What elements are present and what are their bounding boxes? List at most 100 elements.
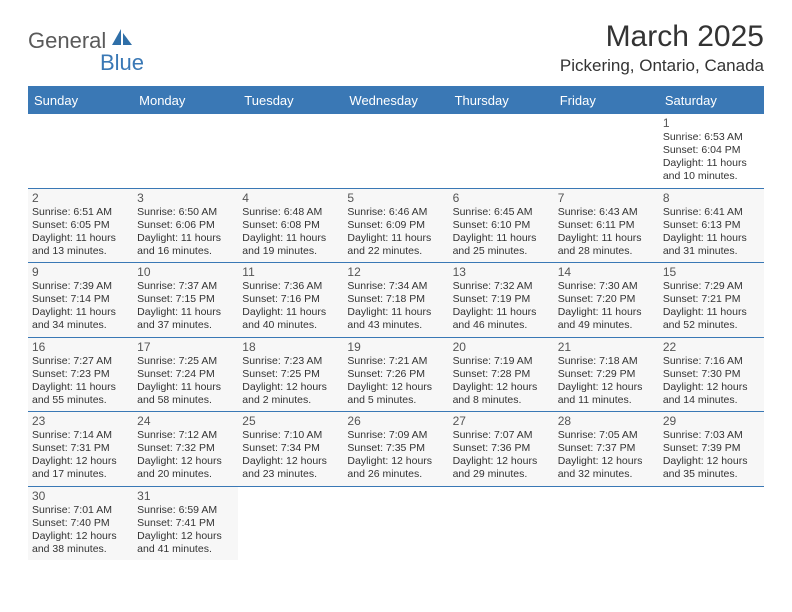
daylight-text: Daylight: 11 hours (137, 381, 234, 394)
sunset-text: Sunset: 7:32 PM (137, 442, 234, 455)
day-number: 22 (663, 340, 760, 354)
daylight-text: and 10 minutes. (663, 170, 760, 183)
calendar-week: 23Sunrise: 7:14 AMSunset: 7:31 PMDayligh… (28, 412, 764, 487)
sunset-text: Sunset: 7:40 PM (32, 517, 129, 530)
sunset-text: Sunset: 7:30 PM (663, 368, 760, 381)
sunset-text: Sunset: 7:35 PM (347, 442, 444, 455)
location-text: Pickering, Ontario, Canada (560, 56, 764, 76)
daylight-text: Daylight: 11 hours (32, 381, 129, 394)
sunrise-text: Sunrise: 7:14 AM (32, 429, 129, 442)
day-header: Friday (554, 88, 659, 114)
daylight-text: Daylight: 12 hours (32, 530, 129, 543)
sunrise-text: Sunrise: 6:59 AM (137, 504, 234, 517)
calendar-cell: 2Sunrise: 6:51 AMSunset: 6:05 PMDaylight… (28, 188, 133, 263)
sunrise-text: Sunrise: 7:18 AM (558, 355, 655, 368)
day-number: 19 (347, 340, 444, 354)
sunset-text: Sunset: 6:09 PM (347, 219, 444, 232)
calendar-cell: 17Sunrise: 7:25 AMSunset: 7:24 PMDayligh… (133, 337, 238, 412)
sunrise-text: Sunrise: 6:53 AM (663, 131, 760, 144)
daylight-text: and 8 minutes. (453, 394, 550, 407)
daylight-text: Daylight: 11 hours (453, 306, 550, 319)
month-title: March 2025 (560, 20, 764, 54)
sunset-text: Sunset: 6:04 PM (663, 144, 760, 157)
day-number: 1 (663, 116, 760, 130)
title-block: March 2025 Pickering, Ontario, Canada (560, 20, 764, 76)
day-number: 27 (453, 414, 550, 428)
day-number: 31 (137, 489, 234, 503)
calendar-cell: 10Sunrise: 7:37 AMSunset: 7:15 PMDayligh… (133, 263, 238, 338)
daylight-text: Daylight: 11 hours (558, 306, 655, 319)
calendar-cell-empty (238, 486, 343, 560)
sunset-text: Sunset: 6:08 PM (242, 219, 339, 232)
sunrise-text: Sunrise: 7:32 AM (453, 280, 550, 293)
daylight-text: Daylight: 11 hours (347, 232, 444, 245)
daylight-text: and 19 minutes. (242, 245, 339, 258)
daylight-text: and 31 minutes. (663, 245, 760, 258)
daylight-text: and 16 minutes. (137, 245, 234, 258)
daylight-text: and 23 minutes. (242, 468, 339, 481)
daylight-text: Daylight: 12 hours (32, 455, 129, 468)
sunset-text: Sunset: 6:13 PM (663, 219, 760, 232)
sunset-text: Sunset: 7:20 PM (558, 293, 655, 306)
sunrise-text: Sunrise: 6:45 AM (453, 206, 550, 219)
calendar-cell: 13Sunrise: 7:32 AMSunset: 7:19 PMDayligh… (449, 263, 554, 338)
sunrise-text: Sunrise: 6:50 AM (137, 206, 234, 219)
day-number: 4 (242, 191, 339, 205)
day-number: 13 (453, 265, 550, 279)
day-number: 18 (242, 340, 339, 354)
calendar-cell: 1Sunrise: 6:53 AMSunset: 6:04 PMDaylight… (659, 114, 764, 189)
daylight-text: Daylight: 11 hours (32, 306, 129, 319)
sunrise-text: Sunrise: 6:51 AM (32, 206, 129, 219)
day-number: 26 (347, 414, 444, 428)
calendar-cell: 31Sunrise: 6:59 AMSunset: 7:41 PMDayligh… (133, 486, 238, 560)
calendar-cell: 27Sunrise: 7:07 AMSunset: 7:36 PMDayligh… (449, 412, 554, 487)
daylight-text: Daylight: 11 hours (453, 232, 550, 245)
calendar-cell: 6Sunrise: 6:45 AMSunset: 6:10 PMDaylight… (449, 188, 554, 263)
daylight-text: and 28 minutes. (558, 245, 655, 258)
sunset-text: Sunset: 7:37 PM (558, 442, 655, 455)
day-header: Monday (133, 88, 238, 114)
day-number: 9 (32, 265, 129, 279)
calendar-cell: 22Sunrise: 7:16 AMSunset: 7:30 PMDayligh… (659, 337, 764, 412)
daylight-text: and 22 minutes. (347, 245, 444, 258)
daylight-text: Daylight: 12 hours (558, 381, 655, 394)
day-number: 17 (137, 340, 234, 354)
daylight-text: Daylight: 12 hours (453, 381, 550, 394)
daylight-text: and 29 minutes. (453, 468, 550, 481)
day-number: 7 (558, 191, 655, 205)
calendar-cell: 16Sunrise: 7:27 AMSunset: 7:23 PMDayligh… (28, 337, 133, 412)
daylight-text: and 2 minutes. (242, 394, 339, 407)
daylight-text: Daylight: 12 hours (453, 455, 550, 468)
day-header: Saturday (659, 88, 764, 114)
sunset-text: Sunset: 7:19 PM (453, 293, 550, 306)
daylight-text: and 25 minutes. (453, 245, 550, 258)
calendar-cell-empty (554, 486, 659, 560)
sunrise-text: Sunrise: 7:25 AM (137, 355, 234, 368)
calendar-cell: 7Sunrise: 6:43 AMSunset: 6:11 PMDaylight… (554, 188, 659, 263)
calendar-cell-empty (554, 114, 659, 189)
daylight-text: Daylight: 12 hours (663, 455, 760, 468)
sunrise-text: Sunrise: 7:30 AM (558, 280, 655, 293)
day-number: 21 (558, 340, 655, 354)
daylight-text: Daylight: 11 hours (242, 232, 339, 245)
sunset-text: Sunset: 7:29 PM (558, 368, 655, 381)
sunrise-text: Sunrise: 6:43 AM (558, 206, 655, 219)
calendar-cell-empty (28, 114, 133, 189)
calendar-cell-empty (449, 114, 554, 189)
daylight-text: Daylight: 11 hours (558, 232, 655, 245)
sunrise-text: Sunrise: 7:12 AM (137, 429, 234, 442)
brand-part1: General (28, 28, 106, 54)
calendar-cell-empty (343, 486, 448, 560)
sunrise-text: Sunrise: 7:09 AM (347, 429, 444, 442)
daylight-text: and 5 minutes. (347, 394, 444, 407)
sunset-text: Sunset: 7:39 PM (663, 442, 760, 455)
sunset-text: Sunset: 7:41 PM (137, 517, 234, 530)
calendar-week: 16Sunrise: 7:27 AMSunset: 7:23 PMDayligh… (28, 337, 764, 412)
daylight-text: and 37 minutes. (137, 319, 234, 332)
daylight-text: Daylight: 11 hours (347, 306, 444, 319)
sunrise-text: Sunrise: 7:34 AM (347, 280, 444, 293)
sunrise-text: Sunrise: 7:23 AM (242, 355, 339, 368)
daylight-text: Daylight: 11 hours (32, 232, 129, 245)
calendar-cell: 20Sunrise: 7:19 AMSunset: 7:28 PMDayligh… (449, 337, 554, 412)
calendar-cell: 15Sunrise: 7:29 AMSunset: 7:21 PMDayligh… (659, 263, 764, 338)
